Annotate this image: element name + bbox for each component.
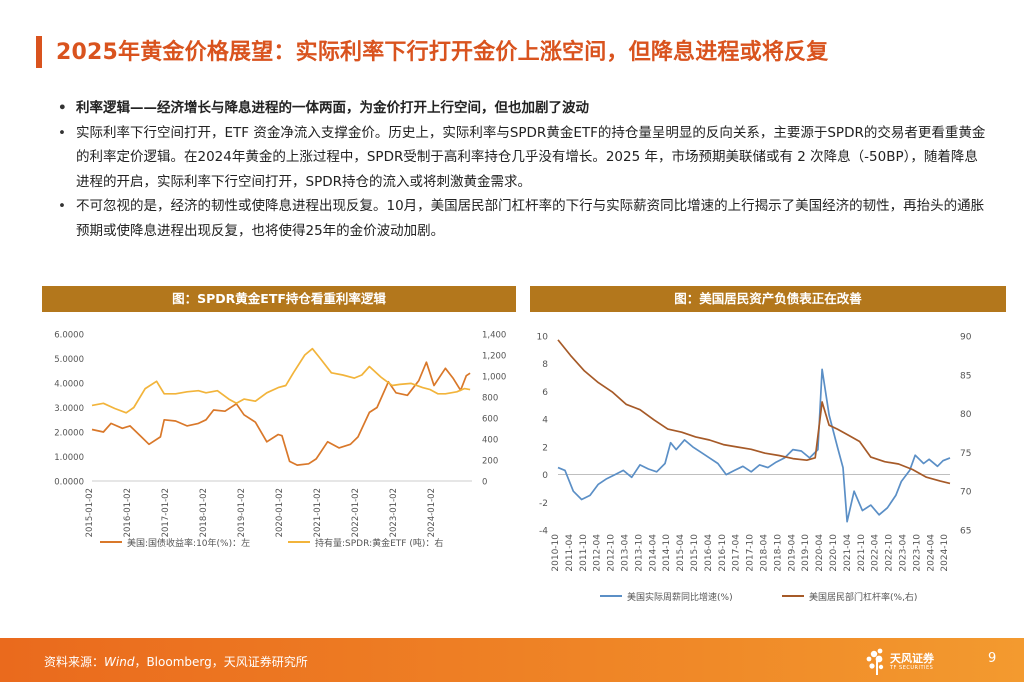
- y-right-tick-label: 1,400: [482, 331, 506, 341]
- x-tick-label: 2019-10: [801, 534, 811, 572]
- x-tick-label: 2015-04: [676, 534, 686, 572]
- x-tick-label: 2013-10: [634, 534, 644, 572]
- y-right-tick-label: 800: [482, 394, 498, 404]
- x-tick-label: 2019-04: [787, 534, 797, 572]
- y-right-tick-label: 1,200: [482, 352, 506, 362]
- y-right-tick-label: 600: [482, 415, 498, 425]
- series-line: [91, 347, 471, 414]
- x-tick-label: 2014-10: [662, 534, 672, 572]
- x-tick-label: 2022-04: [871, 534, 881, 572]
- footer-bar: [0, 638, 1024, 682]
- y-right-tick-label: 200: [482, 457, 498, 467]
- x-tick-label: 2013-04: [621, 534, 631, 572]
- y-left-tick-label: 0: [542, 471, 548, 481]
- x-tick-label: 2022-10: [885, 534, 895, 572]
- x-tick-label: 2020-10: [829, 534, 839, 572]
- bullet-item: 利率逻辑——经济增长与降息进程的一体两面，为金价打开上行空间，但也加剧了波动: [56, 96, 986, 121]
- x-tick-label: 2015-10: [690, 534, 700, 572]
- legend-label: 美国居民部门杠杆率(%,右): [809, 591, 917, 603]
- y-right-tick-label: 70: [960, 488, 972, 498]
- y-left-tick-label: 8: [542, 360, 548, 370]
- x-tick-label: 2016-04: [704, 534, 714, 572]
- x-tick-label: 2018-01-02: [199, 488, 209, 537]
- x-tick-label: 2024-04: [926, 534, 936, 572]
- wage-leverage-chart: -4 -2 0 2 4 6 8 10 65 70 75 80 85 90 2010-10 2011-04 201…: [537, 333, 972, 604]
- x-tick-label: 2011-04: [565, 534, 575, 572]
- x-tick-label: 2011-10: [579, 534, 589, 572]
- y-left-tick-label: 4.0000: [54, 380, 84, 390]
- source-note: 资料来源：Wind，Bloomberg，天风证券研究所: [44, 655, 308, 669]
- x-tick-label: 2024-10: [940, 534, 950, 572]
- y-left-tick-label: -4: [539, 527, 548, 537]
- y-left-tick-label: 0.0000: [54, 478, 84, 488]
- y-left-tick-label: 2.0000: [54, 429, 84, 439]
- x-tick-label: 2010-10: [551, 534, 561, 572]
- y-left-tick-label: 6.0000: [54, 331, 84, 341]
- y-right-tick-label: 0: [482, 478, 487, 488]
- y-left-tick-label: 3.0000: [54, 404, 84, 414]
- y-left-tick-label: -2: [539, 499, 548, 509]
- x-tick-label: 2016-01-02: [123, 488, 133, 537]
- x-tick-label: 2021-04: [843, 534, 853, 572]
- logo-subtext: TF SECURITIES: [890, 665, 934, 671]
- x-tick-label: 2018-10: [773, 534, 783, 572]
- chart-left-title: 图：SPDR黄金ETF持仓看重利率逻辑: [42, 286, 516, 312]
- series-line: [91, 361, 471, 466]
- page-number: 9: [988, 651, 997, 666]
- x-tick-label: 2016-10: [718, 534, 728, 572]
- x-tick-label: 2023-01-02: [389, 488, 399, 537]
- x-tick-label: 2020-04: [815, 534, 825, 572]
- y-left-tick-label: 5.0000: [54, 355, 84, 365]
- x-tick-label: 2020-01-02: [275, 488, 285, 537]
- legend-label: 持有量:SPDR:黄金ETF (吨)：右: [315, 537, 443, 549]
- logo-text: 天风证券: [890, 652, 934, 665]
- x-tick-label: 2015-01-02: [85, 488, 95, 537]
- x-tick-label: 2021-01-02: [313, 488, 323, 537]
- y-right-tick-label: 80: [960, 410, 972, 420]
- bullet-item: 不可忽视的是，经济的韧性或使降息进程出现反复。10月，美国居民部门杠杆率的下行与…: [56, 194, 986, 243]
- x-tick-label: 2021-10: [857, 534, 867, 572]
- slide-title: 2025年黄金价格展望：实际利率下行打开金价上涨空间，但降息进程或将反复: [56, 40, 829, 65]
- x-tick-label: 2017-04: [732, 534, 742, 572]
- spdr-yield-chart: 0.0000 1.0000 2.0000 3.0000 4.0000 5.0000 6.00…: [54, 331, 506, 550]
- bullet-item: 实际利率下行空间打开，ETF 资金净流入支撑金价。历史上，实际利率与SPDR黄金…: [56, 121, 986, 195]
- y-left-tick-label: 6: [542, 388, 548, 398]
- x-tick-label: 2017-10: [746, 534, 756, 572]
- x-tick-label: 2023-04: [899, 534, 909, 572]
- bullet-list: 利率逻辑——经济增长与降息进程的一体两面，为金价打开上行空间，但也加剧了波动 实…: [56, 96, 986, 243]
- x-tick-label: 2024-01-02: [427, 488, 437, 537]
- x-tick-label: 2023-10: [912, 534, 922, 572]
- x-tick-label: 2012-04: [593, 534, 603, 572]
- chart-right-title: 图：美国居民资产负债表正在改善: [530, 286, 1006, 312]
- y-left-tick-label: 10: [537, 333, 549, 343]
- y-right-tick-label: 400: [482, 436, 498, 446]
- y-left-tick-label: 2: [542, 443, 548, 453]
- x-tick-label: 2014-04: [648, 534, 658, 572]
- y-right-tick-label: 65: [960, 527, 971, 537]
- series-line: [557, 339, 951, 485]
- legend-label: 美国:国债收益率:10年(%)：左: [127, 537, 250, 549]
- legend-label: 美国实际周薪同比增速(%): [627, 591, 733, 603]
- y-right-tick-label: 75: [960, 449, 971, 459]
- x-tick-label: 2017-01-02: [161, 488, 171, 537]
- x-tick-label: 2012-10: [607, 534, 617, 572]
- x-tick-label: 2022-01-02: [351, 488, 361, 537]
- title-accent-bar: [36, 36, 42, 68]
- x-tick-label: 2018-04: [760, 534, 770, 572]
- y-left-tick-label: 4: [542, 416, 548, 426]
- x-tick-label: 2019-01-02: [237, 488, 247, 537]
- y-right-tick-label: 1,000: [482, 373, 506, 383]
- y-right-tick-label: 85: [960, 371, 971, 381]
- series-line: [557, 368, 951, 523]
- y-right-tick-label: 90: [960, 333, 972, 343]
- tf-securities-logo-icon: [866, 648, 884, 675]
- y-left-tick-label: 1.0000: [54, 453, 84, 463]
